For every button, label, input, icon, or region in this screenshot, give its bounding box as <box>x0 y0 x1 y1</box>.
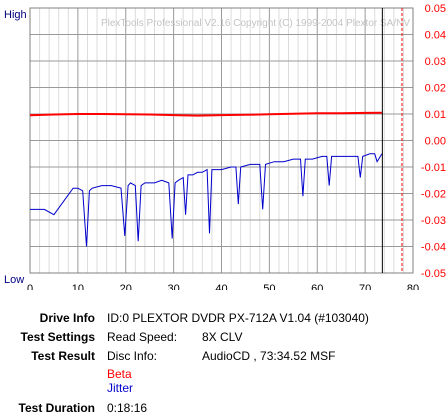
x-tick-label: 50 <box>263 283 275 290</box>
x-tick-label: 80 <box>407 283 419 290</box>
test-duration-label: Test Duration <box>18 401 95 415</box>
watermark: PlexTools Professional V2.16 Copyright (… <box>101 18 410 29</box>
right-axis-tick-label: 0.01 <box>425 109 446 121</box>
drive-info-label: Drive Info <box>39 311 95 325</box>
right-axis-tick-label: -0.01 <box>421 162 446 174</box>
left-axis: High Low <box>4 9 27 286</box>
plot-border <box>29 7 414 274</box>
right-axis-tick-label: 0.02 <box>425 83 446 95</box>
test-result-label: Test Result <box>31 349 95 363</box>
right-axis-tick-label: 0.05 <box>425 3 446 15</box>
left-axis-low-label: Low <box>4 274 24 286</box>
x-tick-label: 30 <box>168 283 180 290</box>
x-axis: 0 10 20 30 40 50 60 70 80 <box>27 283 419 290</box>
x-tick-label: 60 <box>311 283 323 290</box>
disc-info-key: Disc Info: <box>107 349 158 363</box>
right-axis-tick-label: 0.04 <box>425 30 446 42</box>
x-tick-label: 70 <box>359 283 371 290</box>
right-axis-tick-label: 0.03 <box>425 56 446 68</box>
right-axis-tick-label: -0.03 <box>421 215 446 227</box>
legend-beta: Beta <box>107 367 132 381</box>
right-axis-tick-label: 0.00 <box>425 136 446 148</box>
chart: PlexTools Professional V2.16 Copyright (… <box>4 3 446 290</box>
test-settings-label: Test Settings <box>20 330 95 344</box>
series-line-jitter <box>30 153 383 247</box>
series-line-beta <box>29 111 382 117</box>
disc-info-value: AudioCD , 73:34.52 MSF <box>202 349 336 363</box>
legend-jitter: Jitter <box>107 381 134 395</box>
read-speed-value: 8X CLV <box>202 330 243 344</box>
x-tick-label: 20 <box>120 283 132 290</box>
x-tick-label: 40 <box>215 283 227 290</box>
test-duration-value: 0:18:16 <box>107 401 148 415</box>
read-speed-key: Read Speed: <box>107 330 178 344</box>
right-axis: 0.05 0.04 0.03 0.02 0.01 0.00 -0.01 -0.02 -0.03 -… <box>401 3 446 280</box>
right-axis-tick-label: -0.05 <box>421 268 446 280</box>
right-axis-tick-label: -0.02 <box>421 189 446 201</box>
x-tick-label: 10 <box>72 283 84 290</box>
drive-info-value: ID:0 PLEXTOR DVDR PX-712A V1.04 (#103040… <box>107 311 369 325</box>
right-axis-tick-label: -0.04 <box>421 242 446 254</box>
series-group <box>29 111 383 247</box>
x-tick-label: 0 <box>27 283 33 290</box>
left-axis-high-label: High <box>4 9 27 21</box>
